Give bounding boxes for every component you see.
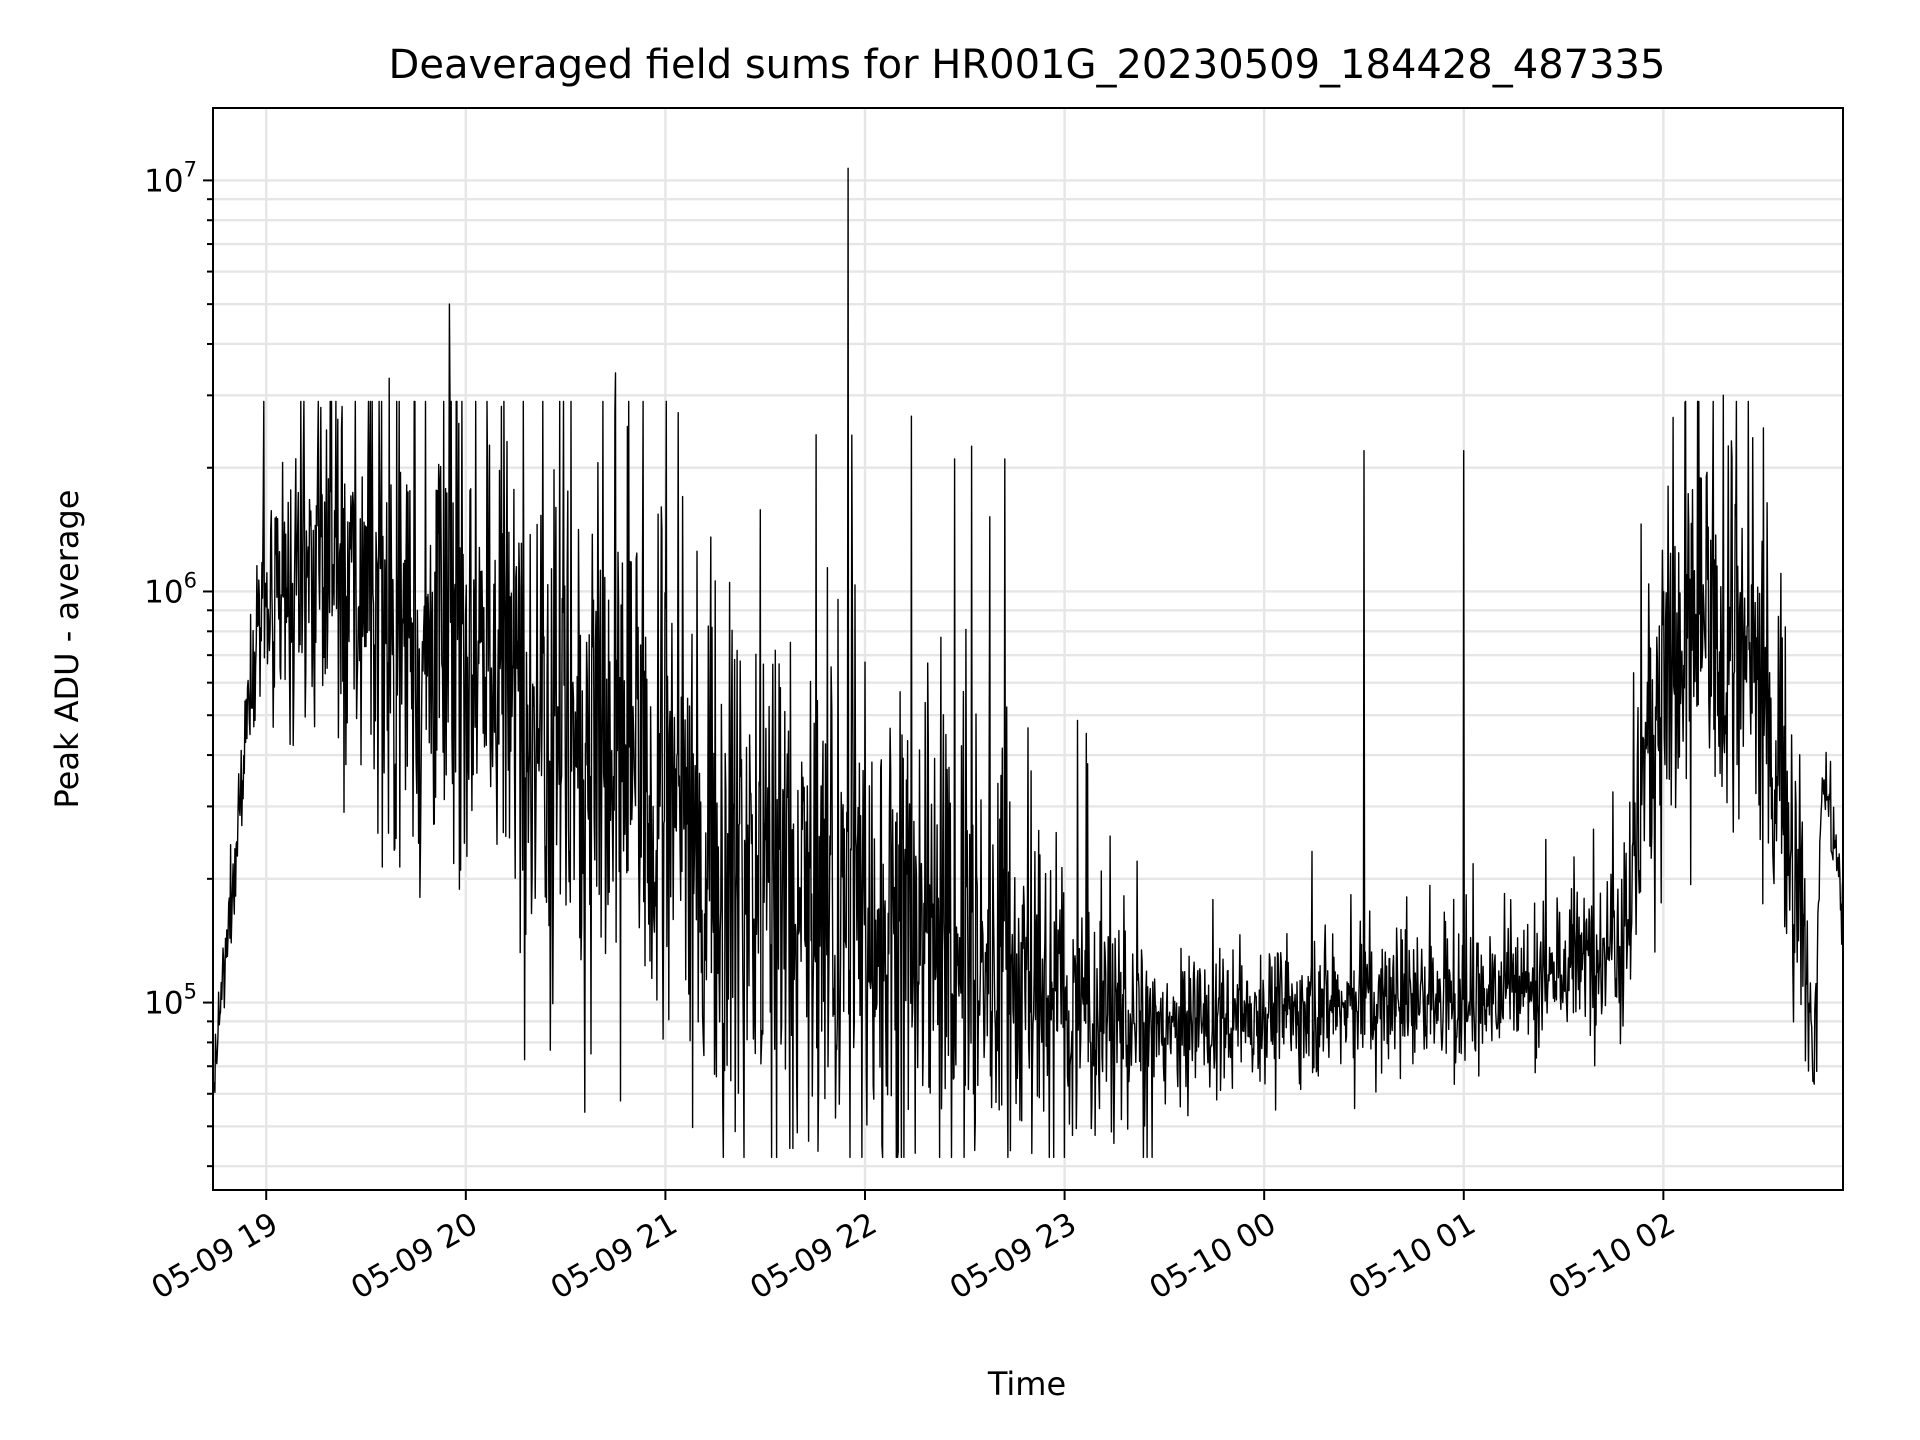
y-tick-label: 106: [144, 568, 197, 610]
x-axis-label: Time: [987, 1365, 1066, 1403]
y-tick-label: 105: [144, 980, 197, 1022]
chart-title: Deaveraged field sums for HR001G_2023050…: [389, 42, 1666, 88]
series: [212, 167, 1844, 1159]
series-line: [212, 167, 1844, 1159]
y-tick-label: 107: [144, 157, 197, 199]
y-axis-label: Peak ADU - average: [48, 490, 86, 809]
plot-frame: [212, 107, 1844, 1191]
y-axis: 105 106 107: [144, 157, 213, 1168]
